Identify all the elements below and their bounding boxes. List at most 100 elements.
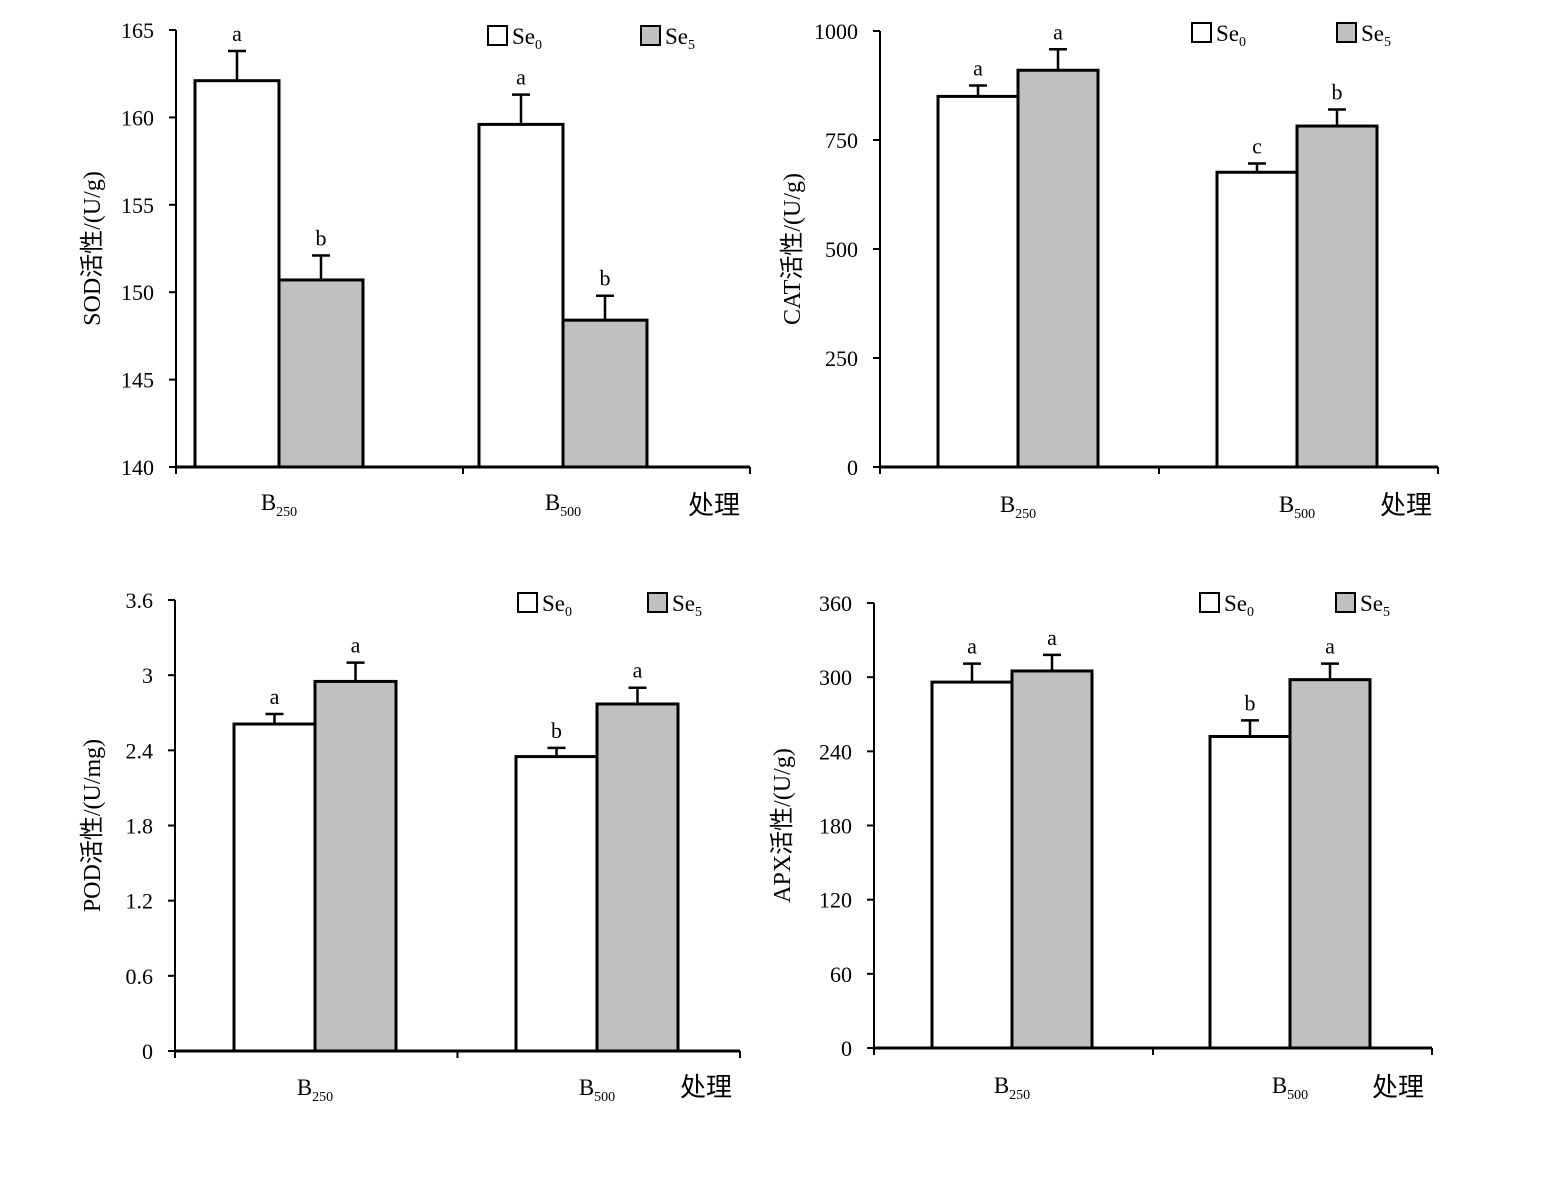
y-tick-label: 2.4 xyxy=(126,738,154,763)
bar-se0 xyxy=(936,94,1020,469)
legend-label: Se0 xyxy=(1216,21,1246,50)
chart-panel-2: 02505007501000CAT活性/(U/g)处理aaB250cbB500S… xyxy=(779,19,1439,522)
significance-letter: a xyxy=(516,65,526,90)
category-subscript: 500 xyxy=(1294,507,1315,522)
bar-se0 xyxy=(232,722,317,1053)
category-base: B xyxy=(297,1075,312,1100)
y-tick-label: 165 xyxy=(121,18,154,43)
category-subscript: 250 xyxy=(276,505,297,520)
legend-base: Se xyxy=(1224,591,1247,616)
bar-se5 xyxy=(1010,669,1094,1050)
x-category-label: B250 xyxy=(261,490,297,520)
legend-swatch-se0 xyxy=(517,592,538,613)
category-subscript: 500 xyxy=(1287,1088,1308,1103)
y-tick-label: 1.2 xyxy=(126,889,154,914)
legend-subscript: 5 xyxy=(1384,35,1391,50)
legend-swatch-se5 xyxy=(640,25,661,46)
significance-letter: a xyxy=(232,21,242,46)
y-tick-label: 1.8 xyxy=(126,814,154,839)
legend-swatch-se5 xyxy=(1336,22,1357,43)
y-tick-label: 145 xyxy=(121,368,154,393)
y-tick-label: 0.6 xyxy=(126,964,154,989)
legend-subscript: 5 xyxy=(1383,605,1390,620)
legend-label: Se5 xyxy=(665,24,695,53)
x-axis-title: 处理 xyxy=(1380,491,1432,520)
legend-base: Se xyxy=(1360,591,1383,616)
category-base: B xyxy=(545,490,560,515)
y-tick-label: 500 xyxy=(825,237,858,262)
y-axis-title: SOD活性/(U/g) xyxy=(79,171,106,326)
legend-base: Se xyxy=(512,24,535,49)
x-category-label: B250 xyxy=(994,1073,1030,1103)
legend-label: Se0 xyxy=(512,24,542,53)
significance-letter: a xyxy=(1325,634,1335,659)
significance-letter: b xyxy=(316,225,327,250)
significance-letter: b xyxy=(600,266,611,291)
legend-swatch-se0 xyxy=(487,25,508,46)
bar-se5 xyxy=(1288,678,1372,1050)
significance-letter: b xyxy=(1332,79,1343,104)
chart-panel-1: 140145150155160165SOD活性/(U/g)处理abB250abB… xyxy=(79,18,751,520)
bar-se5 xyxy=(1016,68,1100,469)
significance-letter: b xyxy=(551,718,562,743)
bar-se5 xyxy=(1295,124,1379,469)
category-base: B xyxy=(261,490,276,515)
legend-label: Se5 xyxy=(1360,591,1390,620)
y-tick-label: 0 xyxy=(847,455,858,480)
category-subscript: 500 xyxy=(560,505,581,520)
legend-swatch-se5 xyxy=(647,592,668,613)
y-tick-label: 360 xyxy=(819,591,852,616)
legend-label: Se5 xyxy=(672,591,702,620)
x-category-label: B500 xyxy=(1279,492,1315,522)
y-tick-label: 750 xyxy=(825,128,858,153)
category-subscript: 250 xyxy=(312,1090,333,1105)
significance-letter: c xyxy=(1252,134,1262,159)
bar-se5 xyxy=(277,278,365,469)
legend-label: Se0 xyxy=(1224,591,1254,620)
y-axis-title: APX活性/(U/g) xyxy=(769,748,796,903)
legend-subscript: 0 xyxy=(565,605,572,620)
legend-swatch-se5 xyxy=(1335,592,1356,613)
y-tick-label: 300 xyxy=(819,665,852,690)
category-subscript: 250 xyxy=(1009,1088,1030,1103)
y-tick-label: 240 xyxy=(819,739,852,764)
significance-letter: a xyxy=(1053,19,1063,44)
legend-subscript: 5 xyxy=(688,38,695,53)
y-tick-label: 120 xyxy=(819,888,852,913)
bar-se0 xyxy=(514,755,599,1053)
y-tick-label: 155 xyxy=(121,193,154,218)
chart-panel-3: 00.61.21.82.433.6POD活性/(U/mg)处理aaB250baB… xyxy=(79,588,741,1105)
x-category-label: B500 xyxy=(545,490,581,520)
significance-letter: b xyxy=(1245,690,1256,715)
legend-subscript: 0 xyxy=(535,38,542,53)
legend-base: Se xyxy=(1216,21,1239,46)
x-axis-title: 处理 xyxy=(1372,1073,1424,1102)
significance-letter: a xyxy=(973,56,983,81)
category-subscript: 500 xyxy=(594,1090,615,1105)
x-axis-title: 处理 xyxy=(688,491,740,520)
bar-se5 xyxy=(313,679,398,1053)
category-base: B xyxy=(1000,492,1015,517)
legend-swatch-se0 xyxy=(1191,22,1212,43)
y-axis-title: CAT活性/(U/g) xyxy=(779,173,806,325)
y-tick-label: 60 xyxy=(830,962,852,987)
bar-se0 xyxy=(930,680,1014,1050)
bar-se0 xyxy=(1215,170,1299,469)
x-category-label: B500 xyxy=(579,1075,615,1105)
x-category-label: B250 xyxy=(297,1075,333,1105)
category-base: B xyxy=(1279,492,1294,517)
y-axis-title: POD活性/(U/mg) xyxy=(79,739,106,912)
y-tick-label: 160 xyxy=(121,105,154,130)
category-base: B xyxy=(579,1075,594,1100)
significance-letter: a xyxy=(1047,625,1057,650)
legend-subscript: 0 xyxy=(1239,35,1246,50)
significance-letter: a xyxy=(967,634,977,659)
category-subscript: 250 xyxy=(1015,507,1036,522)
significance-letter: a xyxy=(633,658,643,683)
legend-subscript: 0 xyxy=(1247,605,1254,620)
y-tick-label: 3 xyxy=(142,663,153,688)
bar-se5 xyxy=(561,318,649,469)
significance-letter: a xyxy=(270,684,280,709)
